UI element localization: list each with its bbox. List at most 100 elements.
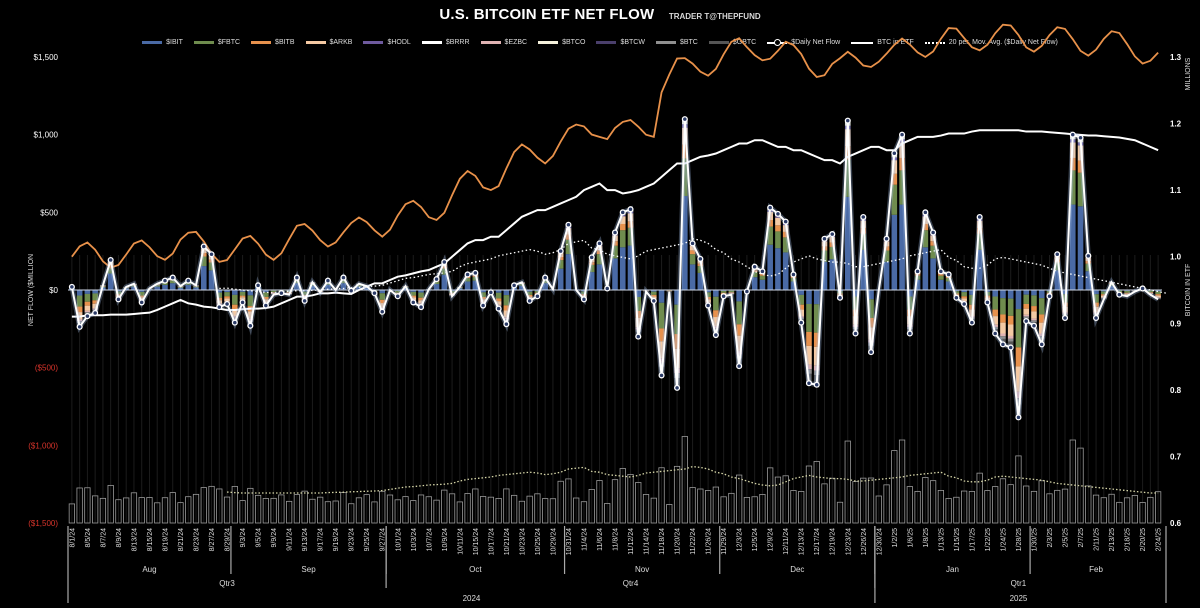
flow-bar-fbtc (1124, 290, 1130, 293)
legend-item: $BITB (251, 39, 295, 46)
volume-bar (790, 490, 797, 524)
daily-net-flow-point (68, 283, 75, 290)
quarter-label: Qtr3 (219, 579, 235, 588)
volume-bar (177, 502, 184, 524)
flow-bar-arkb (92, 303, 98, 309)
daily-net-flow-point (674, 384, 681, 391)
legend-label: $BTCO (562, 39, 586, 46)
flow-bar-ibit (852, 290, 859, 297)
daily-net-flow-point (697, 255, 704, 262)
volume-bar (642, 494, 650, 524)
flow-bar-arkb (1031, 311, 1037, 319)
x-tick-label: 11/22/24 (690, 528, 697, 555)
flow-bar-ibit (185, 284, 192, 290)
flow-bar-bitb (992, 309, 998, 317)
x-tick-label: 10/11/24 (457, 528, 464, 555)
flow-bar-bitb (1155, 294, 1161, 296)
volume-bar (1123, 497, 1131, 524)
x-tick-label: 10/17/24 (488, 528, 495, 555)
flow-bar-arkb (138, 297, 145, 300)
flow-bar-bitb (844, 146, 851, 160)
daily-net-flow-point (1023, 318, 1030, 325)
gridlines (71, 255, 1159, 523)
y2-axis-label: BITCOIN IN ETF (1185, 264, 1192, 317)
x-tick-label: 8/27/24 (209, 528, 216, 551)
flow-bar-ibit (464, 281, 471, 290)
flow-bar-bitb (798, 304, 805, 310)
flow-bar-arkb (868, 327, 874, 340)
y2-tick-label: 1.2 (1170, 120, 1182, 129)
daily-net-flow-point (852, 330, 859, 337)
volume-bar (293, 494, 301, 524)
volume-bar (992, 486, 999, 524)
x-tick-label: 1/30/25 (1031, 528, 1038, 551)
flow-bar-bitb (1000, 314, 1006, 323)
x-tick-label: 11/4/24 (581, 528, 588, 551)
flow-bar-ibit (813, 290, 820, 305)
flow-bar-ibit (581, 290, 587, 292)
legend-label: $BRRR (445, 39, 470, 46)
flow-bar-fbtc (216, 292, 223, 298)
x-tick-label: 1/24/25 (1000, 528, 1007, 551)
flow-bar-ibit (930, 258, 936, 290)
volume-bar (736, 474, 743, 524)
volume-bar (479, 496, 487, 524)
flow-bar-ibit (325, 284, 331, 290)
flow-bar-fbtc (619, 230, 626, 248)
volume-bar (875, 495, 882, 524)
flow-bar-ibit (767, 244, 773, 290)
flow-bar-arkb (410, 297, 417, 300)
flow-bar-fbtc (263, 292, 269, 297)
x-tick-label: 9/3/24 (240, 528, 247, 548)
legend-label: $IBIT (166, 39, 183, 46)
volume-bar (208, 485, 215, 524)
daily-net-flow-point (1139, 285, 1146, 292)
flow-bar-ibit (115, 290, 122, 292)
daily-net-flow-point (340, 274, 347, 281)
flow-bar-fbtc (992, 296, 998, 310)
daily-net-flow-point (480, 302, 487, 309)
flow-bar-ibit (945, 281, 952, 290)
volume-bar (425, 496, 432, 524)
legend-swatch-icon (480, 41, 501, 44)
x-tick-label: 10/7/24 (426, 528, 433, 551)
daily-net-flow-point (736, 363, 743, 370)
flow-bar-ibit (565, 254, 572, 290)
flow-bar-btc (84, 312, 91, 314)
daily-net-flow-point (1007, 344, 1014, 351)
volume-bar (417, 494, 425, 524)
daily-net-flow-point (604, 285, 611, 292)
flow-bar-ibit (495, 290, 502, 293)
flow-bar-ezbc (1000, 333, 1006, 337)
flow-bar-arkb (232, 309, 238, 317)
flow-bar-ibit (736, 290, 742, 302)
flow-bar-fbtc (581, 291, 587, 295)
flow-bar-arkb (1023, 308, 1030, 315)
flow-bar-fbtc (1147, 290, 1154, 293)
flow-bar-ibit (651, 290, 657, 292)
volume-bar (953, 496, 960, 524)
flow-bar-fbtc (92, 293, 98, 301)
volume-bar (588, 489, 595, 524)
month-label: Nov (635, 565, 649, 574)
flow-bar-fbtc (1031, 295, 1037, 307)
flow-bar-bitb (1101, 294, 1107, 296)
volume-bar (798, 491, 805, 524)
flow-bar-bitb (379, 299, 386, 304)
volume-bar (223, 496, 231, 524)
daily-net-flow-point (84, 313, 91, 320)
y-tick-label: $1,500 (34, 53, 59, 62)
x-tick-label: 10/3/24 (411, 528, 418, 551)
flow-bar-arkb (992, 316, 998, 325)
flow-bar-fbtc (844, 159, 851, 197)
daily-net-flow-point (836, 294, 844, 301)
volume-bar (262, 498, 269, 524)
daily-net-flow-point (301, 297, 308, 304)
flow-bar-bitb (107, 264, 114, 267)
flow-bar-ibit (247, 290, 254, 296)
flow-bar-fbtc (301, 291, 308, 295)
flow-bar-bitb (767, 220, 773, 227)
daily-net-flow-point (1038, 341, 1045, 348)
daily-net-flow-point (914, 268, 921, 275)
flow-bar-fbtc (969, 294, 975, 305)
